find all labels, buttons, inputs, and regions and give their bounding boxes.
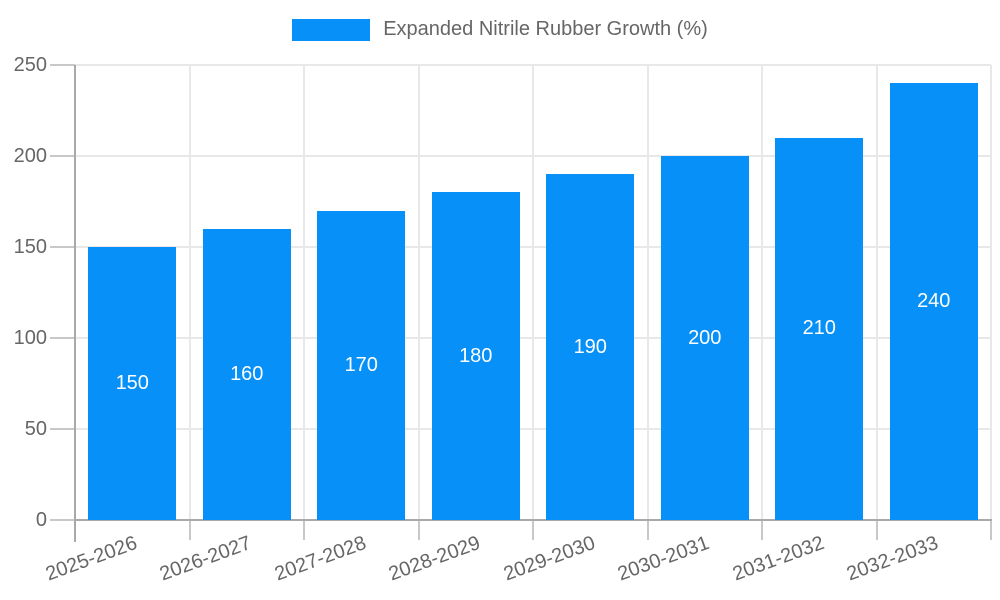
bar[interactable]: 150 bbox=[88, 247, 177, 520]
x-axis-tick bbox=[303, 520, 305, 540]
y-axis-tick bbox=[50, 428, 75, 430]
x-gridline bbox=[875, 65, 878, 520]
x-gridline bbox=[417, 65, 420, 520]
y-tick-label: 200 bbox=[13, 145, 47, 167]
y-axis-tick bbox=[50, 64, 75, 66]
y-tick-label: 150 bbox=[13, 236, 47, 258]
bar-value-label: 160 bbox=[230, 362, 264, 385]
x-axis-tick bbox=[188, 520, 191, 540]
bar-value-label: 240 bbox=[917, 290, 951, 313]
x-gridline bbox=[303, 65, 305, 520]
bar[interactable]: 170 bbox=[317, 210, 406, 520]
bar[interactable]: 210 bbox=[775, 137, 864, 520]
y-tick-label: 100 bbox=[13, 327, 47, 349]
x-gridline bbox=[761, 65, 763, 520]
x-tick-label: 2028-2029 bbox=[385, 532, 484, 586]
x-tick-label: 2031-2032 bbox=[729, 532, 827, 586]
x-axis-tick bbox=[990, 520, 992, 540]
x-gridline bbox=[990, 65, 992, 520]
y-axis-tick bbox=[50, 337, 75, 339]
chart-legend[interactable]: Expanded Nitrile Rubber Growth (%) bbox=[0, 18, 1000, 41]
bar-value-label: 150 bbox=[115, 372, 149, 394]
legend-swatch bbox=[292, 18, 371, 41]
legend-label: Expanded Nitrile Rubber Growth (%) bbox=[383, 18, 708, 40]
x-axis-tick bbox=[646, 520, 649, 540]
bar-value-label: 180 bbox=[459, 344, 493, 367]
bar[interactable]: 180 bbox=[431, 192, 520, 520]
bar-value-label: 210 bbox=[802, 317, 836, 340]
bar-value-label: 200 bbox=[688, 326, 722, 349]
x-axis-tick bbox=[875, 520, 878, 540]
x-gridline bbox=[532, 65, 534, 520]
x-tick-label: 2030-2031 bbox=[614, 532, 713, 586]
y-axis-tick bbox=[50, 246, 75, 248]
y-axis-tick bbox=[50, 155, 75, 157]
y-tick-label: 250 bbox=[13, 54, 47, 76]
y-axis-tick bbox=[50, 519, 75, 521]
bar[interactable]: 190 bbox=[546, 174, 635, 520]
x-tick-label: 2029-2030 bbox=[500, 532, 598, 586]
bar[interactable]: 200 bbox=[660, 156, 749, 520]
bar[interactable]: 240 bbox=[889, 83, 978, 520]
x-tick-label: 2025-2026 bbox=[42, 532, 140, 586]
bar[interactable]: 160 bbox=[202, 228, 291, 520]
y-tick-label: 0 bbox=[35, 509, 47, 531]
x-tick-label: 2032-2033 bbox=[843, 532, 942, 586]
y-axis-line bbox=[74, 65, 76, 542]
x-gridline bbox=[646, 65, 649, 520]
bar-value-label: 190 bbox=[573, 335, 607, 358]
x-gridline bbox=[188, 65, 191, 520]
x-axis-tick bbox=[761, 520, 763, 540]
y-tick-label: 50 bbox=[24, 418, 47, 440]
bar-value-label: 170 bbox=[344, 353, 378, 376]
x-axis-line bbox=[74, 519, 992, 521]
x-axis-tick bbox=[417, 520, 420, 540]
x-tick-label: 2026-2027 bbox=[156, 532, 255, 586]
x-axis-tick bbox=[532, 520, 534, 540]
x-tick-label: 2027-2028 bbox=[271, 532, 369, 586]
